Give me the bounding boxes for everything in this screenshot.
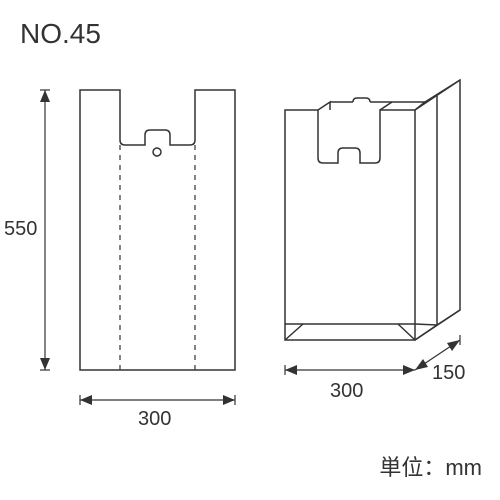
- flat-bag-diagram: [0, 0, 260, 430]
- dim-width-left-label: 300: [138, 408, 171, 431]
- dim-height-label: 550: [4, 218, 37, 241]
- dim-depth-label: 150: [432, 362, 465, 385]
- unit-label: 単位：mm: [379, 450, 482, 482]
- dim-width-right-label: 300: [330, 380, 363, 403]
